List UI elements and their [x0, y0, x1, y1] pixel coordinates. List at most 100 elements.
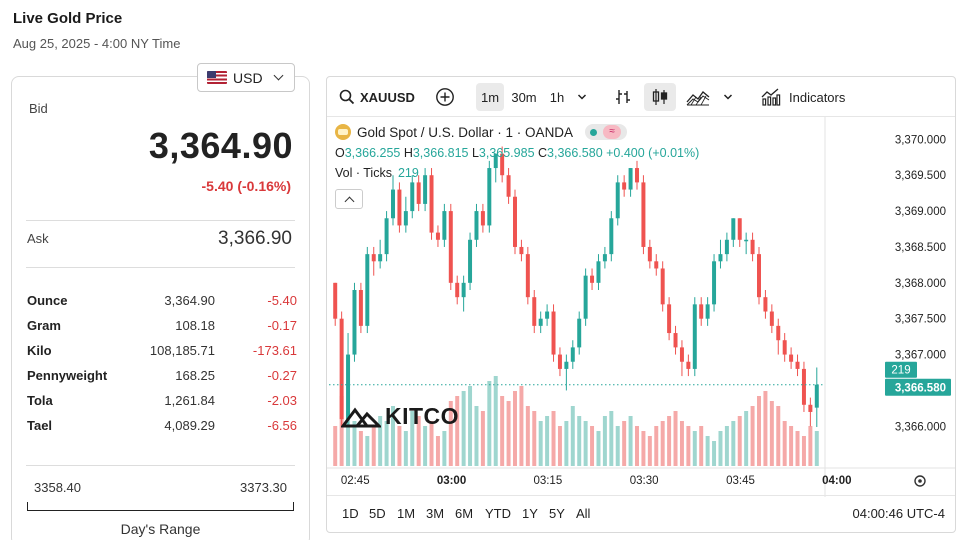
volume-bar	[365, 436, 370, 466]
volume-bar	[679, 421, 684, 466]
candle-body	[673, 333, 678, 348]
symbol-search-button[interactable]: XAUUSD	[335, 83, 417, 111]
volume-bar	[545, 416, 550, 466]
volume-bar	[622, 421, 627, 466]
divider	[26, 220, 295, 221]
settings-gear-icon	[914, 475, 926, 487]
bid-value: 3,364.90	[148, 125, 293, 166]
candle-body	[461, 282, 466, 298]
unit-change: -2.03	[267, 393, 297, 408]
current-volume-badge	[885, 361, 917, 378]
candle-body	[801, 368, 806, 405]
interval-30m-button[interactable]: 30m	[508, 83, 540, 111]
candle-body	[384, 218, 389, 255]
candle-body	[744, 239, 749, 242]
range-1d-button[interactable]: 1D	[342, 506, 359, 521]
legend-title: Gold Spot / U.S. Dollar · 1 · OANDA	[357, 124, 574, 140]
range-5d-button[interactable]: 5D	[369, 506, 386, 521]
interval-1h-button[interactable]: 1h	[545, 83, 569, 111]
kitco-logo: KITCO	[341, 403, 459, 430]
volume-bar	[410, 411, 415, 466]
candle-body	[506, 175, 511, 197]
range-6m-button[interactable]: 6M	[455, 506, 474, 521]
unit-price: 108,185.71	[149, 343, 215, 358]
volume-bar	[551, 411, 556, 466]
interval-label: 30m	[511, 89, 537, 105]
volume-bar	[744, 411, 749, 466]
range-1m-button[interactable]: 1M	[397, 506, 416, 521]
candle-body	[455, 282, 460, 298]
candle-body	[513, 196, 517, 247]
ask-label: Ask	[27, 231, 49, 246]
chart-style-dropdown-button[interactable]	[720, 83, 736, 111]
volume-bar	[358, 431, 363, 466]
volume-bar	[416, 416, 421, 466]
candle-body	[724, 239, 729, 255]
volume-bar	[397, 426, 402, 466]
candle-body	[448, 211, 453, 283]
unit-change: -0.27	[267, 368, 297, 383]
volume-bar	[635, 426, 639, 466]
interval-1m-button[interactable]: 1m	[476, 83, 504, 111]
high-value: 3,366.815	[412, 146, 469, 160]
volume-bar	[667, 416, 672, 466]
range-3m-button[interactable]: 3M	[426, 506, 445, 521]
volume-bar	[789, 426, 794, 466]
range-all-button[interactable]: All	[576, 506, 591, 521]
candle-body	[667, 304, 672, 334]
area-chart-style-button[interactable]	[683, 83, 713, 111]
unit-name: Tola	[27, 393, 53, 408]
candles-chart-style-button[interactable]	[644, 83, 676, 111]
volume-bar	[609, 411, 614, 466]
chevron-up-icon	[344, 196, 354, 206]
area-chart-icon	[686, 91, 710, 106]
candle-body	[480, 211, 485, 226]
volume-bar	[615, 426, 620, 466]
candlestick-chart[interactable]: 3,370.000 3,369.500 3,369.000 3,368.500 3,36…	[327, 117, 956, 497]
candle-body	[782, 340, 787, 355]
market-status-badge[interactable]: ≈	[585, 124, 628, 140]
volume-bar	[339, 396, 344, 466]
volume-bar	[596, 431, 601, 466]
high-label: H	[403, 146, 413, 160]
kitco-wordmark: KITCO	[385, 403, 460, 429]
range-1y-button[interactable]: 1Y	[522, 506, 538, 521]
unit-row-kilo: Kilo 108,185.71 -173.61	[27, 341, 297, 366]
market-open-dot-icon	[590, 128, 598, 136]
candle-body	[718, 254, 723, 262]
volume-bar	[699, 426, 704, 466]
volume-bar	[808, 426, 813, 466]
bar-chart-style-button[interactable]	[609, 83, 637, 111]
candle-body	[731, 218, 736, 240]
chevron-down-icon	[273, 70, 284, 81]
day-range-low: 3358.40	[34, 480, 81, 495]
interval-dropdown-button[interactable]	[573, 83, 591, 111]
chart-clock[interactable]: 04:00:46 UTC-4	[852, 506, 946, 521]
bid-label: Bid	[29, 101, 48, 116]
volume-bar	[487, 381, 492, 466]
close-value: 3,366.580	[547, 146, 603, 160]
current-price-badge	[885, 378, 951, 396]
volume-bar	[346, 411, 351, 466]
unit-name: Ounce	[27, 293, 68, 308]
candle-body	[757, 254, 761, 298]
candle-body	[468, 239, 473, 283]
indicators-button[interactable]: Indicators	[757, 83, 853, 111]
candle-body	[378, 254, 383, 262]
range-ytd-button[interactable]: YTD	[485, 506, 511, 521]
range-5y-button[interactable]: 5Y	[549, 506, 565, 521]
unit-change: -6.56	[267, 418, 297, 433]
volume-bar	[333, 426, 338, 466]
unit-price: 1,261.84	[164, 393, 215, 408]
candle-body	[647, 246, 652, 262]
currency-select[interactable]: USD	[197, 63, 295, 92]
ohlc-readout: O3,366.255 H3,366.815 L3,365.985 C3,366.…	[335, 146, 699, 160]
compare-symbol-button[interactable]	[431, 83, 459, 111]
volume-bar	[403, 431, 408, 466]
candle-body	[577, 318, 582, 348]
candle-body	[590, 275, 595, 283]
volume-bar	[590, 426, 595, 466]
volume-bar	[583, 421, 588, 466]
time-axis-label: 03:00	[437, 475, 466, 487]
collapse-legend-button[interactable]	[335, 189, 363, 209]
